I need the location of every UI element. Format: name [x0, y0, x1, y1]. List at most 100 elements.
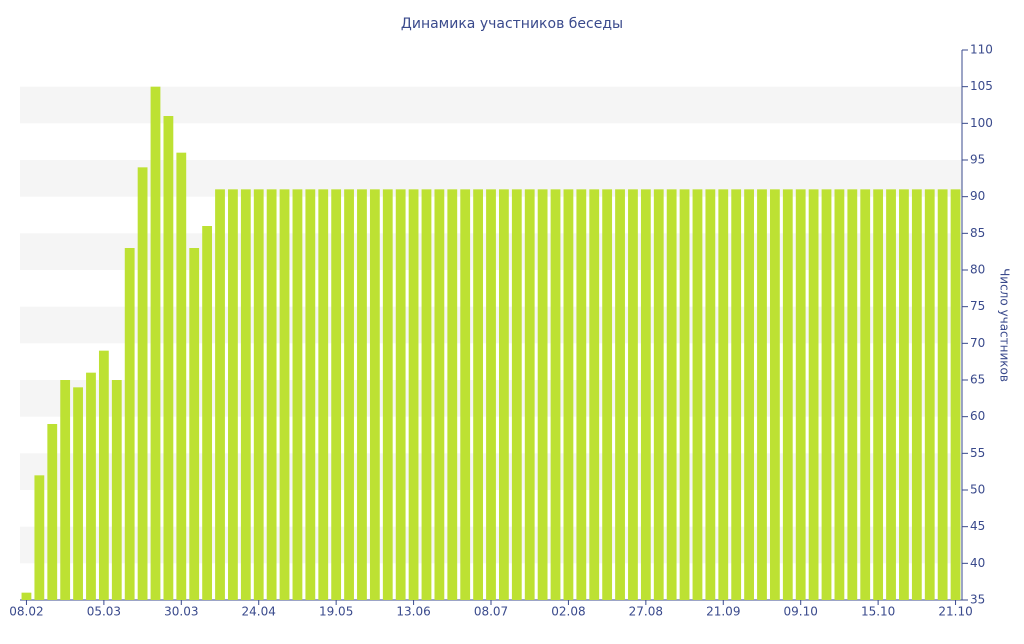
- x-tick-label: 21.09: [706, 605, 740, 619]
- bar: [447, 189, 458, 601]
- bar: [589, 189, 600, 601]
- x-tick-label: 24.04: [242, 605, 276, 619]
- bar: [47, 424, 58, 600]
- bar: [524, 189, 535, 601]
- x-tick-label: 15.10: [861, 605, 895, 619]
- bar: [73, 387, 83, 600]
- chart-title: Динамика участников беседы: [401, 16, 623, 32]
- y-tick-label: 35: [970, 593, 985, 607]
- bar: [666, 189, 677, 601]
- bar: [499, 189, 509, 601]
- x-tick-label: 27.08: [629, 605, 663, 619]
- bar: [344, 189, 354, 601]
- bar: [202, 226, 213, 600]
- bar: [86, 372, 96, 600]
- bar: [137, 167, 148, 601]
- bar: [176, 152, 187, 600]
- bar: [731, 189, 742, 601]
- bar: [834, 189, 845, 601]
- grid-band: [20, 86, 962, 124]
- x-tick-label: 30.03: [164, 605, 198, 619]
- y-tick-label: 60: [970, 409, 985, 423]
- bar: [163, 116, 174, 600]
- y-tick-label: 90: [970, 189, 985, 203]
- bar: [357, 189, 367, 601]
- bar: [21, 592, 32, 600]
- y-tick-label: 40: [970, 556, 985, 570]
- bar: [924, 189, 935, 601]
- bar: [795, 189, 806, 601]
- bar: [34, 475, 45, 600]
- y-tick-label: 100: [970, 116, 993, 130]
- bar: [369, 189, 380, 601]
- bar: [124, 248, 135, 600]
- bar: [757, 189, 767, 601]
- bar: [473, 189, 483, 601]
- y-tick-label: 75: [970, 299, 985, 313]
- bar: [150, 86, 161, 600]
- bar: [189, 248, 200, 600]
- bar: [511, 189, 522, 601]
- bar: [486, 189, 496, 601]
- y-axis-title: Число участников: [998, 268, 1012, 382]
- bar: [266, 189, 277, 601]
- bar: [434, 189, 445, 601]
- x-tick-label: 09.10: [784, 605, 818, 619]
- bar: [318, 189, 329, 601]
- bar: [60, 380, 71, 600]
- bar: [911, 189, 922, 601]
- y-tick-label: 105: [970, 79, 993, 93]
- bar: [602, 189, 613, 601]
- bar: [279, 189, 290, 601]
- bar: [240, 189, 251, 601]
- y-tick-label: 110: [970, 43, 993, 57]
- bar: [576, 189, 587, 601]
- bar: [873, 189, 884, 601]
- y-tick-label: 45: [970, 519, 985, 533]
- bar: [640, 189, 651, 601]
- bar: [563, 189, 574, 601]
- bar: [98, 350, 109, 600]
- bar: [679, 189, 690, 601]
- bar: [111, 380, 122, 600]
- bar: [950, 189, 961, 601]
- bar: [769, 189, 780, 601]
- bar: [808, 189, 819, 601]
- bar: [860, 189, 871, 601]
- bar: [395, 189, 406, 601]
- bar: [653, 189, 664, 601]
- y-tick-label: 50: [970, 483, 985, 497]
- bar: [228, 189, 238, 601]
- bar: [331, 189, 342, 601]
- y-tick-label: 55: [970, 446, 985, 460]
- x-tick-label: 02.08: [551, 605, 585, 619]
- bar: [886, 189, 896, 601]
- bar: [899, 189, 909, 601]
- bar: [460, 189, 471, 601]
- bar: [382, 189, 393, 601]
- bar: [692, 189, 703, 601]
- bar: [628, 189, 638, 601]
- bar: [305, 189, 316, 601]
- bar: [821, 189, 832, 601]
- y-tick-label: 95: [970, 153, 985, 167]
- bar: [782, 189, 793, 601]
- bar: [615, 189, 625, 601]
- bar: [937, 189, 948, 601]
- bar: [408, 189, 419, 601]
- x-tick-label: 05.03: [87, 605, 121, 619]
- y-tick-label: 70: [970, 336, 985, 350]
- bar: [537, 189, 548, 601]
- bar: [550, 189, 561, 601]
- bar: [292, 189, 303, 601]
- bar: [215, 189, 225, 601]
- bar: [421, 189, 432, 601]
- bar: [705, 189, 716, 601]
- x-tick-label: 08.07: [474, 605, 508, 619]
- y-tick-label: 85: [970, 226, 985, 240]
- bar: [718, 189, 729, 601]
- y-tick-label: 65: [970, 373, 985, 387]
- bar: [744, 189, 754, 601]
- x-tick-label: 21.10: [938, 605, 972, 619]
